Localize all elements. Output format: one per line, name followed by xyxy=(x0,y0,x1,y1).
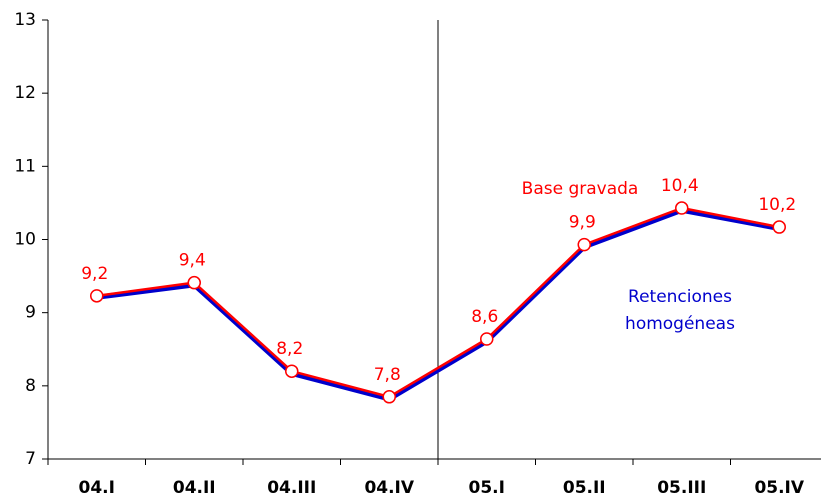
data-label: 8,6 xyxy=(471,307,498,327)
y-tick-label: 7 xyxy=(25,449,36,469)
y-tick-label: 12 xyxy=(14,83,36,103)
point-marker xyxy=(187,275,201,290)
series-label: Base gravada xyxy=(521,179,639,199)
point-marker xyxy=(382,390,396,404)
x-tick-label: 05.I xyxy=(469,478,505,497)
x-tick-label: 04.I xyxy=(79,478,115,497)
point-marker xyxy=(675,201,689,215)
x-tick-label: 04.IV xyxy=(364,478,414,497)
x-tick-label: 04.II xyxy=(173,478,216,497)
data-label: 10,4 xyxy=(661,176,699,196)
data-label: 9,9 xyxy=(569,213,596,233)
point-marker xyxy=(772,220,786,234)
x-tick-label: 05.III xyxy=(657,478,706,497)
x-tick-label: 05.II xyxy=(563,478,606,497)
x-tick-label: 05.IV xyxy=(754,478,804,497)
x-tick-label: 04.III xyxy=(267,478,316,497)
series-label: Retenciones homogéneas xyxy=(625,287,735,334)
data-label: 10,2 xyxy=(758,195,796,215)
point-marker xyxy=(285,364,299,378)
y-tick-label: 8 xyxy=(25,376,36,396)
data-label: 8,2 xyxy=(276,339,303,359)
point-marker xyxy=(480,332,494,346)
point-marker xyxy=(577,237,591,252)
data-label: 9,4 xyxy=(179,251,206,271)
y-tick-label: 11 xyxy=(14,156,36,176)
data-label: 7,8 xyxy=(374,365,401,385)
y-tick-label: 13 xyxy=(14,10,36,30)
series-line xyxy=(96,206,780,399)
point-marker xyxy=(90,289,104,303)
series-line xyxy=(96,207,780,402)
data-label: 9,2 xyxy=(81,264,108,284)
y-tick-label: 9 xyxy=(25,303,36,323)
y-tick-label: 10 xyxy=(14,230,36,250)
